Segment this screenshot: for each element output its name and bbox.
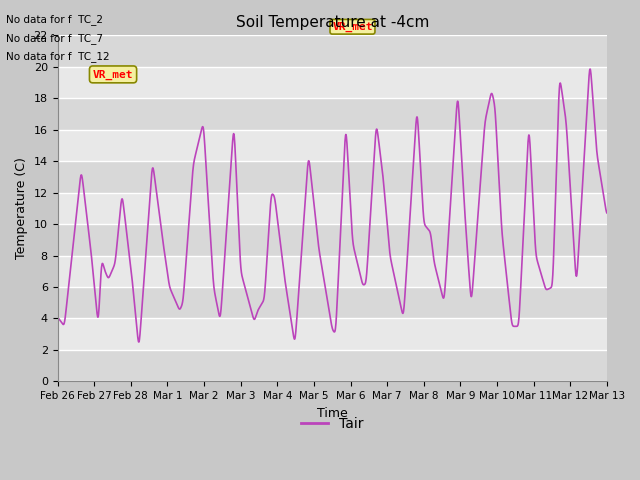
Legend: Tair: Tair [295,412,369,437]
Text: No data for f  TC_7: No data for f TC_7 [6,33,104,44]
Bar [58,161,607,192]
X-axis label: Time: Time [317,407,348,420]
Bar [58,36,607,67]
Bar [58,287,607,319]
Title: Soil Temperature at -4cm: Soil Temperature at -4cm [236,15,429,30]
Text: No data for f  TC_2: No data for f TC_2 [6,14,104,25]
Bar [58,350,607,382]
Text: VR_met: VR_met [332,22,372,32]
Y-axis label: Temperature (C): Temperature (C) [15,157,28,259]
Text: VR_met: VR_met [93,69,133,80]
Bar [58,98,607,130]
Text: No data for f  TC_12: No data for f TC_12 [6,51,110,62]
Bar [58,224,607,255]
